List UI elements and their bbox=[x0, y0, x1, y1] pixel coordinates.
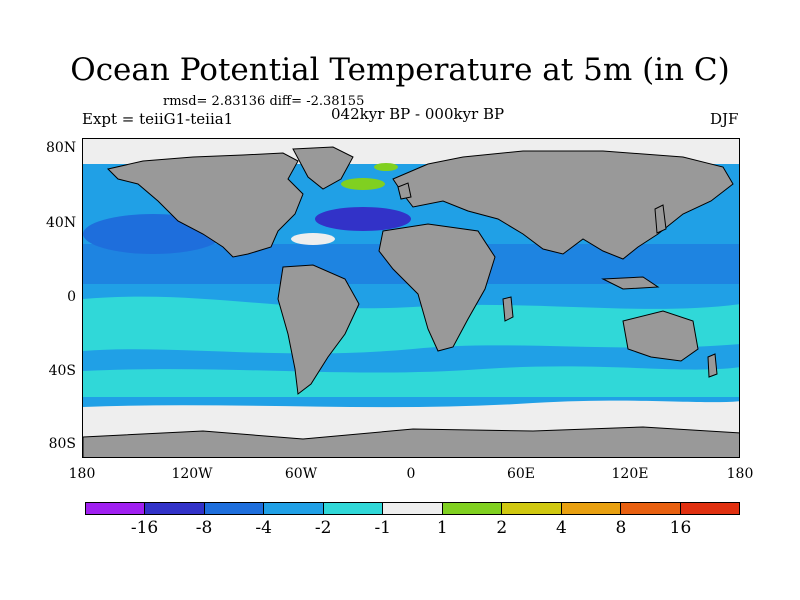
x-tick-label: 180 bbox=[726, 466, 754, 482]
colorbar-label: -1 bbox=[374, 518, 391, 538]
colorbar bbox=[85, 502, 740, 515]
season-label: DJF bbox=[710, 110, 739, 128]
colorbar-swatch bbox=[502, 503, 562, 514]
x-tick-label: 60E bbox=[506, 466, 536, 482]
colorbar-swatch bbox=[204, 503, 265, 514]
world-map bbox=[82, 138, 740, 458]
colorbar-swatch bbox=[86, 503, 146, 514]
y-tick-label: 80S bbox=[48, 436, 76, 452]
colorbar-label: -4 bbox=[255, 518, 272, 538]
experiment-label: Expt = teiiG1-teiia1 bbox=[82, 110, 234, 128]
europe-asia bbox=[392, 150, 734, 260]
statistics-label: rmsd= 2.83136 diff= -2.38155 bbox=[163, 94, 365, 109]
x-tick-label: 180 bbox=[68, 466, 96, 482]
colorbar-swatch bbox=[680, 503, 739, 514]
british-isles bbox=[397, 182, 412, 200]
colorbar-label: -8 bbox=[195, 518, 213, 538]
colorbar-label: 2 bbox=[496, 518, 508, 538]
y-tick-label: 40N bbox=[46, 215, 77, 231]
greenland bbox=[292, 146, 354, 190]
x-tick-label: 60W bbox=[284, 466, 318, 482]
north-america bbox=[107, 152, 304, 258]
land bbox=[83, 146, 739, 457]
period-label: 042kyr BP - 000kyr BP bbox=[331, 105, 505, 123]
colorbar-label: 1 bbox=[436, 518, 448, 538]
madagascar bbox=[502, 296, 514, 322]
atlantic-warm-patch-2 bbox=[341, 178, 385, 190]
ocean-light-band bbox=[83, 296, 739, 354]
nordic-warm-patch bbox=[374, 163, 398, 171]
indonesia bbox=[601, 276, 660, 290]
colorbar-swatch bbox=[145, 503, 205, 514]
map-title: Ocean Potential Temperature at 5m (in C) bbox=[70, 52, 730, 88]
colorbar-label: 8 bbox=[615, 518, 627, 538]
colorbar-swatch bbox=[323, 503, 384, 514]
atlantic-cold-core bbox=[315, 207, 411, 231]
atlantic-warm-patch bbox=[291, 233, 335, 245]
japan bbox=[654, 204, 667, 234]
x-tick-label: 120E bbox=[611, 466, 649, 482]
y-tick-label: 0 bbox=[67, 289, 76, 305]
colorbar-label: 4 bbox=[555, 518, 567, 538]
south-america bbox=[277, 264, 360, 395]
temperature-field bbox=[83, 139, 739, 457]
colorbar-swatch bbox=[383, 503, 443, 514]
colorbar-label: 16 bbox=[669, 518, 692, 538]
colorbar-swatch bbox=[264, 503, 324, 514]
antarctica bbox=[83, 426, 739, 457]
colorbar-label: -16 bbox=[130, 518, 159, 538]
x-tick-label: 0 bbox=[406, 466, 416, 482]
colorbar-swatch bbox=[621, 503, 681, 514]
colorbar-label: -2 bbox=[314, 518, 332, 538]
australia bbox=[622, 310, 699, 362]
colorbar-swatch bbox=[442, 503, 503, 514]
new-zealand bbox=[707, 353, 718, 378]
y-tick-label: 80N bbox=[46, 140, 77, 156]
x-tick-label: 120W bbox=[171, 466, 213, 482]
y-tick-label: 40S bbox=[48, 363, 76, 379]
africa bbox=[378, 223, 496, 352]
colorbar-swatch bbox=[561, 503, 622, 514]
